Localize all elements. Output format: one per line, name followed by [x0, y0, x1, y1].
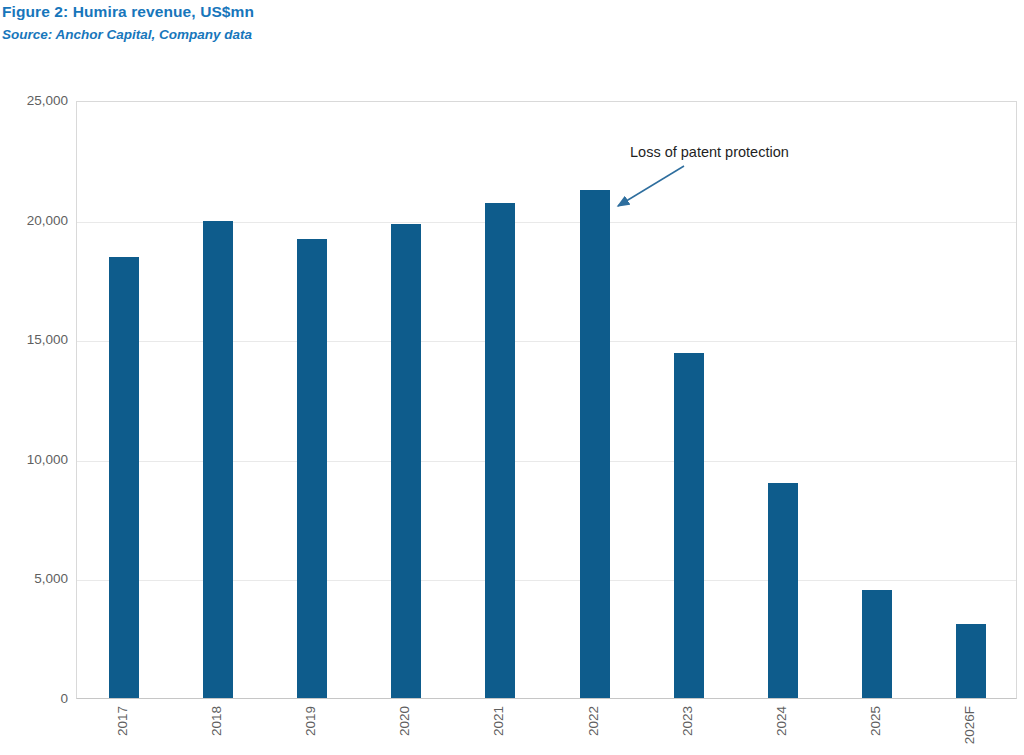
bar-2026F: [956, 624, 986, 698]
x-tick-label: 2019: [303, 706, 319, 736]
x-tick-label: 2024: [774, 706, 790, 736]
figure-title: Figure 2: Humira revenue, US$mn: [2, 3, 254, 21]
y-tick-label: 20,000: [6, 213, 68, 229]
y-tick-label: 10,000: [6, 452, 68, 468]
bar-2022: [580, 190, 610, 698]
bar-2025: [862, 590, 892, 698]
x-tick-label: 2025: [868, 706, 884, 736]
bar-2024: [768, 483, 798, 698]
figure-source: Source: Anchor Capital, Company data: [2, 27, 252, 42]
bar-2019: [297, 239, 327, 698]
y-tick-label: 0: [6, 691, 68, 707]
y-tick-label: 25,000: [6, 93, 68, 109]
y-tick-label: 5,000: [6, 571, 68, 587]
x-tick-label: 2022: [586, 706, 602, 736]
x-tick-label: 2021: [491, 706, 507, 736]
plot-area: [76, 101, 1017, 699]
bar-2018: [203, 221, 233, 698]
x-tick-label: 2026F: [962, 706, 978, 744]
x-tick-label: 2018: [209, 706, 225, 736]
y-tick-label: 15,000: [6, 332, 68, 348]
bar-2021: [485, 203, 515, 698]
x-tick-label: 2023: [680, 706, 696, 736]
figure-container: Figure 2: Humira revenue, US$mn Source: …: [0, 0, 1024, 755]
x-tick-label: 2020: [397, 706, 413, 736]
annotation-label: Loss of patent protection: [630, 144, 789, 160]
x-tick-label: 2017: [115, 706, 131, 736]
bar-2017: [109, 257, 139, 698]
bar-2023: [674, 353, 704, 698]
bar-2020: [391, 224, 421, 698]
